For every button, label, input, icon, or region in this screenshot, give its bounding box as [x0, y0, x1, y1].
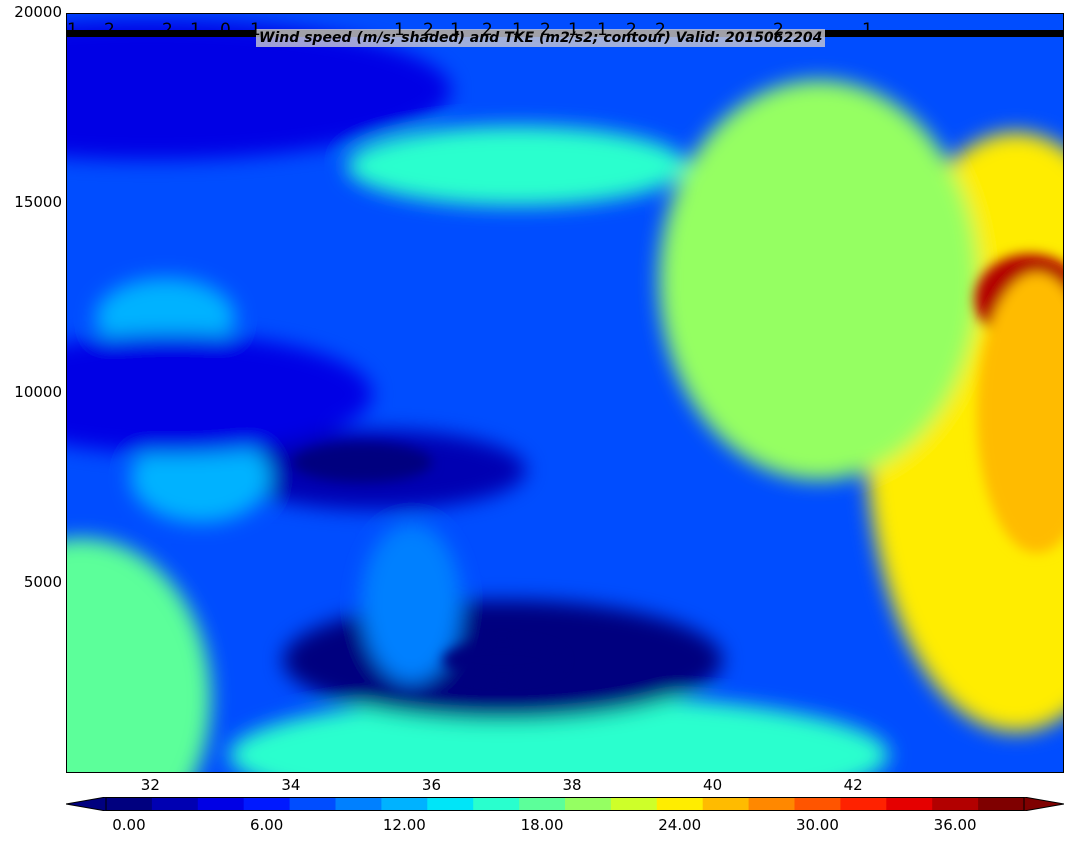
x-tick-label: 34 [281, 776, 301, 794]
y-tick-label: 15000 [14, 193, 62, 211]
colorbar-tick-label: 18.00 [520, 816, 564, 834]
tke-contour-label: 2 [655, 20, 666, 40]
wind-speed-core [292, 442, 433, 483]
tke-contour-label: 1 [250, 20, 261, 40]
colorbar-segment [473, 797, 520, 811]
tke-contour-label: 2 [423, 20, 434, 40]
colorbar-tick-label: 6.00 [249, 816, 284, 834]
colorbar-segment [610, 797, 658, 811]
plot-area [66, 13, 1064, 773]
tke-contour-label: 0 [220, 20, 231, 40]
colorbar-segment [243, 797, 291, 811]
tke-contour-label: 2 [104, 20, 115, 40]
plot-title: Wind speed (m/s; shaded) and TKE (m2/s2;… [256, 29, 826, 47]
colorbar-segment [886, 797, 933, 811]
tke-contour-label: 1 [450, 20, 461, 40]
wind-speed-region [346, 126, 687, 206]
y-tick-label: 10000 [14, 383, 62, 401]
colorbar-segment [335, 797, 382, 811]
tke-contour-label: 2 [482, 20, 493, 40]
wind-speed-region [361, 523, 462, 683]
colorbar-tick-label: 0.00 [112, 816, 146, 834]
tke-contour-label: 1 [394, 20, 405, 40]
tke-contour-label: 1 [190, 20, 201, 40]
colorbar-segment [702, 797, 750, 811]
x-tick-label: 42 [843, 776, 863, 794]
colorbar-segment [840, 797, 887, 811]
wind-speed-region [130, 432, 271, 523]
colorbar-over-arrow [1023, 797, 1064, 811]
tke-contour-label: 1 [862, 20, 873, 40]
colorbar-tick-label: 36.00 [933, 816, 977, 834]
colorbar-segment [565, 797, 612, 811]
colorbar-outline [105, 797, 1025, 811]
colorbar-segment [794, 797, 841, 811]
colorbar-segment [932, 797, 979, 811]
x-tick-label: 40 [703, 776, 723, 794]
colorbar-segment [519, 797, 566, 811]
colorbar [66, 797, 1064, 811]
tke-contour-label: 1 [67, 20, 78, 40]
x-tick-label: 38 [562, 776, 582, 794]
wind-speed-contour-plot [67, 14, 1063, 772]
colorbar-tick-label: 12.00 [382, 816, 426, 834]
wind-speed-region [67, 538, 212, 772]
wind-speed-region [67, 334, 373, 454]
tke-contour-label: 2 [162, 20, 173, 40]
colorbar-tick-label: 30.00 [795, 816, 839, 834]
colorbar-segment [151, 797, 199, 811]
y-tick-label: 20000 [14, 3, 62, 21]
tke-contour-label: 2 [626, 20, 637, 40]
wind-speed-core [442, 642, 563, 678]
y-tick-label: 5000 [23, 573, 62, 591]
colorbar-segment [381, 797, 428, 811]
wind-speed-region [659, 80, 980, 480]
wind-speed-region [67, 20, 452, 160]
colorbar-segment [106, 797, 153, 811]
tke-contour-label: 2 [773, 20, 784, 40]
tke-contour-label: 1 [597, 20, 608, 40]
colorbar-segment [978, 797, 1025, 811]
wind-speed-core [976, 273, 1063, 553]
x-tick-label: 32 [140, 776, 160, 794]
colorbar-segment [427, 797, 474, 811]
tke-contour-label: 1 [568, 20, 579, 40]
colorbar-segment [656, 797, 704, 811]
tke-contour-label: 2 [540, 20, 551, 40]
tke-contour-label: 1 [512, 20, 523, 40]
wind-speed-region [229, 695, 889, 772]
colorbar-under-arrow [66, 797, 107, 811]
colorbar-segment [748, 797, 795, 811]
colorbar-segment [289, 797, 336, 811]
colorbar-tick-label: 24.00 [658, 816, 702, 834]
x-tick-label: 36 [421, 776, 441, 794]
colorbar-segment [197, 797, 245, 811]
